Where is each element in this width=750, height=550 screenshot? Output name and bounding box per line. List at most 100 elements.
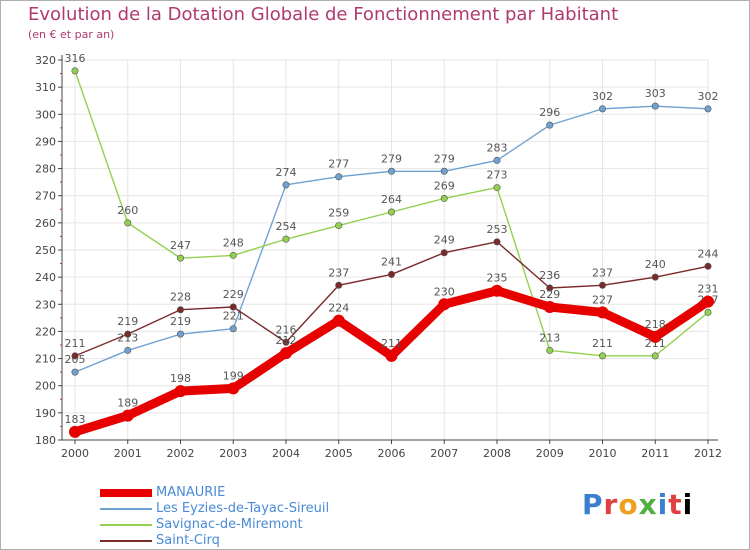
data-point-les-eyzies-de-tayac-sireuil [493, 156, 501, 164]
data-point-les-eyzies-de-tayac-sireuil [387, 167, 395, 175]
data-point-savignac-de-miremont [177, 254, 185, 262]
data-point-saint-cirq [546, 284, 554, 292]
data-label-saint-cirq: 253 [487, 223, 508, 236]
data-point-les-eyzies-de-tayac-sireuil [440, 167, 448, 175]
data-label-les-eyzies-de-tayac-sireuil: 302 [698, 90, 719, 103]
data-label-les-eyzies-de-tayac-sireuil: 303 [645, 87, 666, 100]
x-tick-label: 2010 [589, 447, 617, 460]
y-tick-label: 190 [35, 407, 56, 420]
data-point-manaurie [702, 295, 714, 308]
x-tick-label: 2012 [694, 447, 722, 460]
data-point-savignac-de-miremont [282, 235, 290, 243]
data-label-savignac-de-miremont: 264 [381, 193, 402, 206]
data-point-les-eyzies-de-tayac-sireuil [71, 368, 79, 376]
data-label-les-eyzies-de-tayac-sireuil: 274 [276, 166, 297, 179]
data-point-les-eyzies-de-tayac-sireuil [598, 105, 606, 113]
data-point-saint-cirq [598, 281, 606, 289]
data-point-saint-cirq [71, 352, 79, 360]
legend-label: Saint-Cirq [156, 533, 220, 548]
y-tick-label: 180 [35, 434, 56, 447]
data-point-savignac-de-miremont [493, 184, 501, 192]
data-label-saint-cirq: 229 [223, 288, 244, 301]
data-point-manaurie [543, 301, 556, 313]
data-label-savignac-de-miremont: 316 [65, 52, 86, 65]
data-point-savignac-de-miremont [229, 251, 237, 259]
data-point-saint-cirq [335, 281, 343, 289]
data-label-saint-cirq: 237 [328, 266, 349, 279]
data-label-saint-cirq: 240 [645, 258, 666, 271]
data-label-les-eyzies-de-tayac-sireuil: 213 [117, 331, 138, 344]
data-point-savignac-de-miremont [598, 352, 606, 360]
data-label-saint-cirq: 249 [434, 234, 455, 247]
data-label-manaurie: 183 [65, 413, 86, 426]
legend-label: MANAURIE [156, 485, 226, 500]
data-point-manaurie [69, 425, 81, 438]
x-tick-label: 2002 [167, 447, 195, 460]
data-label-saint-cirq: 216 [276, 323, 297, 336]
data-label-manaurie: 229 [539, 288, 560, 301]
y-tick-label: 200 [35, 380, 56, 393]
data-label-savignac-de-miremont: 248 [223, 236, 244, 249]
y-tick-label: 270 [35, 190, 56, 203]
y-tick-label: 280 [35, 163, 56, 176]
data-label-manaurie: 218 [645, 318, 666, 331]
chart-title: Evolution de la Dotation Globale de Fonc… [28, 4, 619, 25]
data-point-manaurie [385, 349, 398, 362]
data-point-les-eyzies-de-tayac-sireuil [177, 330, 185, 338]
y-tick-label: 320 [35, 54, 56, 67]
data-label-manaurie: 231 [698, 283, 719, 296]
data-point-les-eyzies-de-tayac-sireuil [282, 181, 290, 189]
data-label-manaurie: 212 [276, 334, 297, 347]
data-label-les-eyzies-de-tayac-sireuil: 302 [592, 90, 613, 103]
data-point-manaurie [596, 306, 609, 319]
data-point-manaurie [174, 385, 187, 398]
y-tick-label: 300 [35, 108, 56, 121]
brand-letter: t [668, 488, 683, 521]
data-point-savignac-de-miremont [335, 222, 343, 230]
data-label-manaurie: 198 [170, 372, 191, 385]
data-label-savignac-de-miremont: 269 [434, 179, 455, 192]
y-tick-label: 260 [35, 217, 56, 230]
data-label-savignac-de-miremont: 247 [170, 239, 191, 252]
y-tick-label: 210 [35, 353, 56, 366]
data-point-saint-cirq [387, 270, 395, 278]
data-point-manaurie [227, 382, 240, 395]
data-point-manaurie [649, 330, 662, 343]
data-label-saint-cirq: 211 [65, 337, 86, 350]
data-label-savignac-de-miremont: 211 [592, 337, 613, 350]
brand-letter: i [682, 488, 694, 521]
data-point-manaurie [491, 284, 503, 297]
x-tick-label: 2008 [483, 447, 511, 460]
data-point-savignac-de-miremont [546, 346, 554, 354]
data-label-manaurie: 227 [592, 293, 613, 306]
x-tick-label: 2005 [325, 447, 353, 460]
data-label-les-eyzies-de-tayac-sireuil: 279 [381, 152, 402, 165]
data-point-savignac-de-miremont [651, 352, 659, 360]
legend-label: Savignac-de-Miremont [156, 517, 303, 532]
data-point-saint-cirq [651, 273, 659, 281]
brand-letter: x [638, 488, 658, 521]
data-label-les-eyzies-de-tayac-sireuil: 296 [539, 106, 560, 119]
x-tick-label: 2007 [430, 447, 458, 460]
legend-swatch [100, 524, 152, 526]
data-label-manaurie: 230 [434, 285, 455, 298]
data-point-les-eyzies-de-tayac-sireuil [124, 346, 132, 354]
data-label-les-eyzies-de-tayac-sireuil: 205 [65, 353, 86, 366]
data-point-saint-cirq [493, 238, 501, 246]
chart-subtitle: (en € et par an) [28, 28, 115, 41]
data-label-saint-cirq: 241 [381, 255, 402, 268]
data-point-les-eyzies-de-tayac-sireuil [704, 105, 712, 113]
data-label-saint-cirq: 244 [698, 247, 719, 260]
data-label-manaurie: 224 [328, 302, 349, 315]
data-label-savignac-de-miremont: 213 [539, 331, 560, 344]
y-tick-label: 230 [35, 298, 56, 311]
data-point-manaurie [280, 347, 292, 360]
data-point-les-eyzies-de-tayac-sireuil [651, 102, 659, 110]
data-label-les-eyzies-de-tayac-sireuil: 221 [223, 310, 244, 323]
proxiti-logo: Proxiti [582, 488, 693, 521]
y-tick-label: 310 [35, 81, 56, 94]
data-point-savignac-de-miremont [124, 219, 132, 227]
data-point-les-eyzies-de-tayac-sireuil [546, 121, 554, 129]
